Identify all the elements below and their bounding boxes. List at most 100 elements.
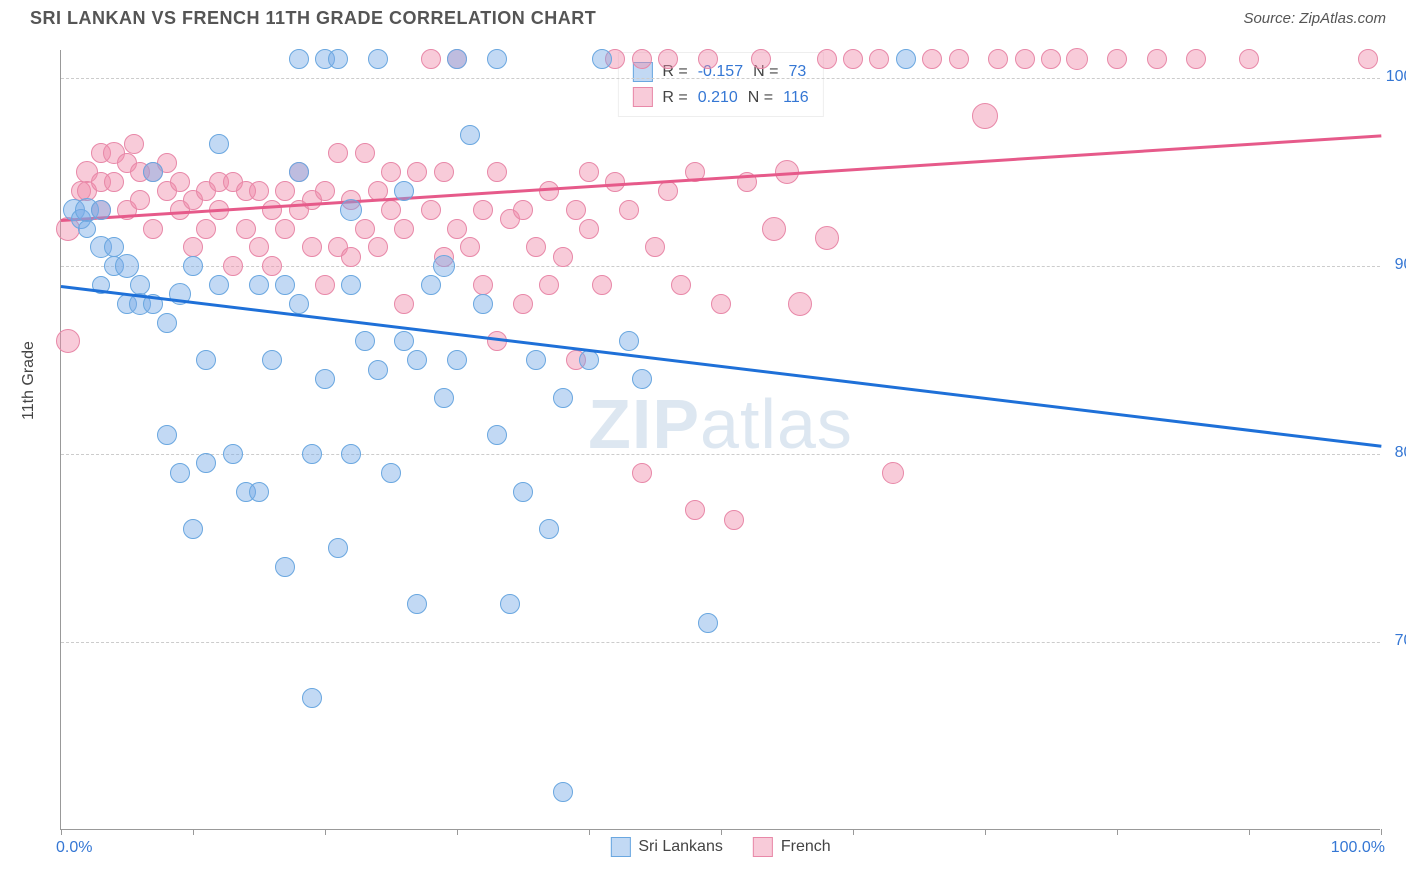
data-point-french — [605, 172, 625, 192]
data-point-sri_lankans — [447, 350, 467, 370]
data-point-sri_lankans — [340, 199, 362, 221]
data-point-sri_lankans — [289, 294, 309, 314]
data-point-french — [566, 200, 586, 220]
data-point-sri_lankans — [289, 162, 309, 182]
data-point-french — [579, 219, 599, 239]
n-label: N = — [748, 85, 773, 111]
data-point-french — [381, 162, 401, 182]
data-point-french — [869, 49, 889, 69]
chart-header: SRI LANKAN VS FRENCH 11TH GRADE CORRELAT… — [0, 0, 1406, 37]
gridline — [61, 454, 1380, 455]
y-tick-label: 100.0% — [1385, 68, 1406, 86]
correlation-row-french: R = 0.210 N = 116 — [632, 85, 808, 111]
data-point-french — [487, 162, 507, 182]
data-point-french — [592, 275, 612, 295]
legend-label-sri-lankans: Sri Lankans — [638, 838, 723, 856]
data-point-sri_lankans — [619, 331, 639, 351]
swatch-french — [632, 87, 652, 107]
y-tick-label: 90.0% — [1385, 256, 1406, 274]
data-point-french — [262, 256, 282, 276]
data-point-french — [1239, 49, 1259, 69]
data-point-french — [619, 200, 639, 220]
data-point-french — [1066, 48, 1088, 70]
data-point-sri_lankans — [592, 49, 612, 69]
data-point-french — [1186, 49, 1206, 69]
n-value-french: 116 — [783, 85, 809, 111]
chart-container: SRI LANKAN VS FRENCH 11TH GRADE CORRELAT… — [0, 0, 1406, 892]
data-point-french — [130, 190, 150, 210]
data-point-sri_lankans — [262, 350, 282, 370]
data-point-french — [815, 226, 839, 250]
data-point-sri_lankans — [632, 369, 652, 389]
data-point-french — [1015, 49, 1035, 69]
data-point-sri_lankans — [368, 49, 388, 69]
swatch-french — [753, 837, 773, 857]
data-point-sri_lankans — [421, 275, 441, 295]
data-point-sri_lankans — [275, 275, 295, 295]
data-point-french — [949, 49, 969, 69]
data-point-french — [275, 219, 295, 239]
data-point-sri_lankans — [407, 350, 427, 370]
x-tick — [1381, 829, 1382, 835]
plot-area: ZIPatlas R = -0.157 N = 73 R = 0.210 N =… — [60, 50, 1380, 830]
r-value-french: 0.210 — [698, 85, 738, 111]
x-tick — [721, 829, 722, 835]
series-legend: Sri Lankans French — [610, 837, 830, 857]
data-point-sri_lankans — [275, 557, 295, 577]
x-tick — [193, 829, 194, 835]
data-point-french — [539, 275, 559, 295]
data-point-sri_lankans — [394, 181, 414, 201]
data-point-sri_lankans — [78, 220, 96, 238]
trend-line-french — [61, 135, 1381, 222]
data-point-sri_lankans — [473, 294, 493, 314]
data-point-french — [447, 219, 467, 239]
data-point-sri_lankans — [209, 134, 229, 154]
data-point-french — [275, 181, 295, 201]
data-point-french — [922, 49, 942, 69]
data-point-french — [724, 510, 744, 530]
y-tick-label: 80.0% — [1385, 444, 1406, 462]
data-point-sri_lankans — [341, 275, 361, 295]
data-point-sri_lankans — [447, 49, 467, 69]
data-point-french — [539, 181, 559, 201]
data-point-french — [249, 237, 269, 257]
data-point-sri_lankans — [500, 594, 520, 614]
data-point-french — [328, 143, 348, 163]
data-point-french — [553, 247, 573, 267]
data-point-french — [315, 275, 335, 295]
data-point-french — [315, 181, 335, 201]
data-point-french — [513, 294, 533, 314]
data-point-sri_lankans — [157, 313, 177, 333]
x-tick — [1117, 829, 1118, 835]
chart-source: Source: ZipAtlas.com — [1243, 10, 1386, 27]
data-point-french — [817, 49, 837, 69]
data-point-french — [632, 463, 652, 483]
data-point-sri_lankans — [698, 613, 718, 633]
data-point-sri_lankans — [341, 444, 361, 464]
data-point-sri_lankans — [196, 350, 216, 370]
data-point-french — [368, 237, 388, 257]
data-point-french — [751, 49, 771, 69]
gridline — [61, 266, 1380, 267]
data-point-sri_lankans — [394, 331, 414, 351]
data-point-french — [421, 200, 441, 220]
data-point-french — [658, 49, 678, 69]
gridline — [61, 78, 1380, 79]
data-point-french — [434, 162, 454, 182]
data-point-french — [473, 275, 493, 295]
data-point-french — [341, 247, 361, 267]
data-point-french — [788, 292, 812, 316]
data-point-sri_lankans — [381, 463, 401, 483]
data-point-french — [658, 181, 678, 201]
data-point-french — [223, 256, 243, 276]
data-point-french — [170, 172, 190, 192]
data-point-french — [645, 237, 665, 257]
data-point-french — [302, 237, 322, 257]
data-point-sri_lankans — [170, 463, 190, 483]
data-point-sri_lankans — [315, 369, 335, 389]
data-point-french — [513, 200, 533, 220]
data-point-sri_lankans — [553, 782, 573, 802]
data-point-sri_lankans — [896, 49, 916, 69]
x-tick — [853, 829, 854, 835]
data-point-french — [236, 219, 256, 239]
